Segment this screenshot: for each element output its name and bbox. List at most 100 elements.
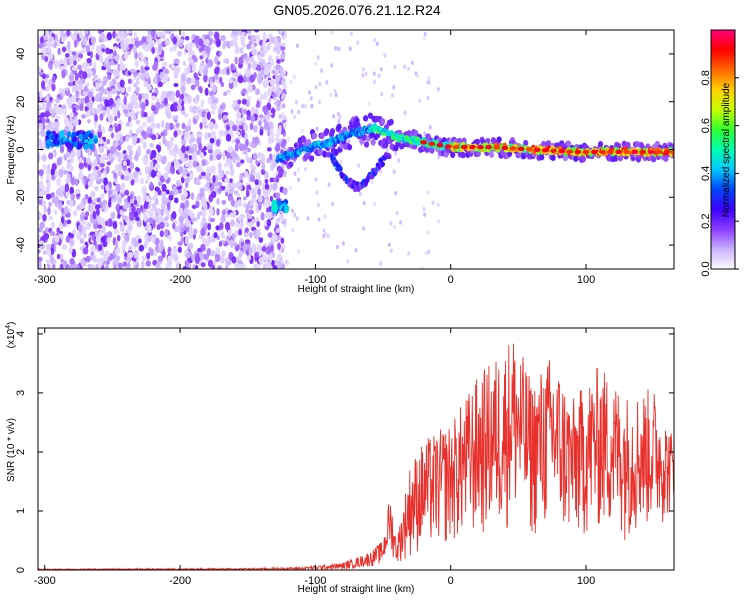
spectrogram-cell xyxy=(623,149,631,155)
spectrogram-cell xyxy=(223,163,228,168)
spectrogram-cell xyxy=(275,192,281,199)
spectrogram-cell xyxy=(337,46,341,51)
spectrogram-cell xyxy=(193,228,198,235)
spectrogram-cell xyxy=(126,159,131,167)
spectrogram-cell xyxy=(130,94,135,103)
spectrogram-cell xyxy=(341,241,345,246)
spectrogram-cell xyxy=(607,149,614,155)
spectrogram-cell xyxy=(135,78,140,86)
spectrogram-cell xyxy=(228,195,234,201)
spectrogram-cell xyxy=(166,111,172,120)
spectrogram-cell xyxy=(372,71,376,76)
spectrogram-cell xyxy=(209,154,213,162)
spectrogram-cell xyxy=(188,242,194,249)
spectrogram-cell xyxy=(207,30,213,37)
spectrogram-cell xyxy=(112,221,118,230)
spectrogram-cell xyxy=(121,231,126,238)
spectrogram-cell xyxy=(291,208,295,214)
snr-y-multiplier: (x104) xyxy=(5,322,17,349)
spectrogram-cell xyxy=(168,149,174,156)
spectrogram-cell xyxy=(96,197,102,203)
spectrogram-cell xyxy=(54,33,59,42)
spectrogram-cell xyxy=(155,216,160,223)
spectrogram-cell xyxy=(97,49,103,57)
spectrogram-cell xyxy=(232,124,238,132)
spectrogram-cell xyxy=(184,131,190,138)
spectrogram-cell xyxy=(94,185,99,191)
spectrogram-cell xyxy=(186,77,192,85)
spectrogram-cell xyxy=(580,155,587,163)
spectrogram-cell xyxy=(215,38,221,48)
spectrogram-cell xyxy=(67,40,71,50)
spectrogram-cell xyxy=(393,190,397,196)
snr-x-tick-label: 0 xyxy=(448,575,454,587)
spectrogram-cell xyxy=(297,177,301,182)
spectrogram-cell xyxy=(331,201,335,207)
spectrogram-cell xyxy=(271,85,276,93)
spectrogram-cell xyxy=(330,63,334,68)
spectrogram-cell xyxy=(209,207,214,216)
spectrogram-cell xyxy=(107,189,112,195)
spectrogram-cell xyxy=(101,126,106,135)
spectrogram-cell xyxy=(267,130,271,137)
spectrogram-cell xyxy=(88,99,94,107)
spectrogram-cell xyxy=(279,72,284,78)
spectrogram-cell xyxy=(51,263,56,269)
spectrogram-cell xyxy=(418,98,422,103)
spectrogram-cell xyxy=(598,149,606,155)
spectrogram-cell xyxy=(185,219,191,228)
spectrogram-cell xyxy=(113,194,117,201)
spectrogram-cell xyxy=(228,120,233,126)
spectrogram-cell xyxy=(297,167,301,172)
spectrogram-cell xyxy=(50,221,55,229)
spectrogram-cell xyxy=(182,266,187,269)
spectrogram-cell xyxy=(393,64,397,69)
spectrogram-cell xyxy=(179,152,185,162)
spectrogram-cell xyxy=(237,75,244,84)
spectrogram-cell xyxy=(59,233,63,239)
spectrogram-cell xyxy=(141,255,148,262)
spectrogram-cell xyxy=(119,79,125,88)
spectrogram-cell xyxy=(334,92,338,98)
spectrogram-cell xyxy=(145,260,151,267)
spectrogram-cell xyxy=(348,46,352,51)
spectrogram-cell xyxy=(324,128,330,135)
spectrogram-cell xyxy=(133,211,139,218)
spectrogram-cell xyxy=(137,171,143,176)
spectrogram-cell xyxy=(193,143,198,151)
spectrogram-cell xyxy=(242,144,248,151)
spectrogram-cell xyxy=(290,109,294,114)
spectrogram-cell xyxy=(363,141,370,148)
spectrogram-x-tick-label: -200 xyxy=(169,274,191,286)
spectrogram-cell xyxy=(149,153,154,161)
spectrogram-cell xyxy=(322,233,326,239)
spectrogram-cell xyxy=(224,221,231,231)
spectrogram-cell xyxy=(132,170,138,179)
spectrogram-cell xyxy=(301,136,307,144)
spectrogram-cell xyxy=(231,256,237,264)
spectrogram-cell xyxy=(335,244,339,250)
spectrogram-cell xyxy=(222,209,226,215)
colorbar-frame xyxy=(710,29,736,270)
spectrogram-cell xyxy=(47,264,51,269)
spectrogram-cell xyxy=(42,250,48,255)
spectrogram-cell xyxy=(97,244,103,251)
spectrogram-cell xyxy=(201,210,207,217)
spectrogram-cell xyxy=(197,112,202,118)
spectrogram-cell xyxy=(281,35,285,40)
spectrogram-cell xyxy=(50,192,55,197)
spectrogram-cell xyxy=(250,174,256,183)
spectrogram-cell xyxy=(41,103,47,111)
spectrogram-cell xyxy=(663,155,669,162)
spectrogram-cell xyxy=(212,151,217,157)
spectrogram-cell xyxy=(420,140,428,145)
spectrogram-cell xyxy=(199,122,203,130)
spectrogram-cell xyxy=(61,46,67,53)
spectrogram-cell xyxy=(192,150,198,159)
spectrogram-cell xyxy=(137,126,143,134)
spectrogram-cell xyxy=(203,52,208,59)
spectrogram-cell xyxy=(82,36,87,46)
spectrogram-cell xyxy=(177,50,182,57)
spectrogram-cell xyxy=(50,247,55,255)
spectrogram-cell xyxy=(184,206,188,215)
